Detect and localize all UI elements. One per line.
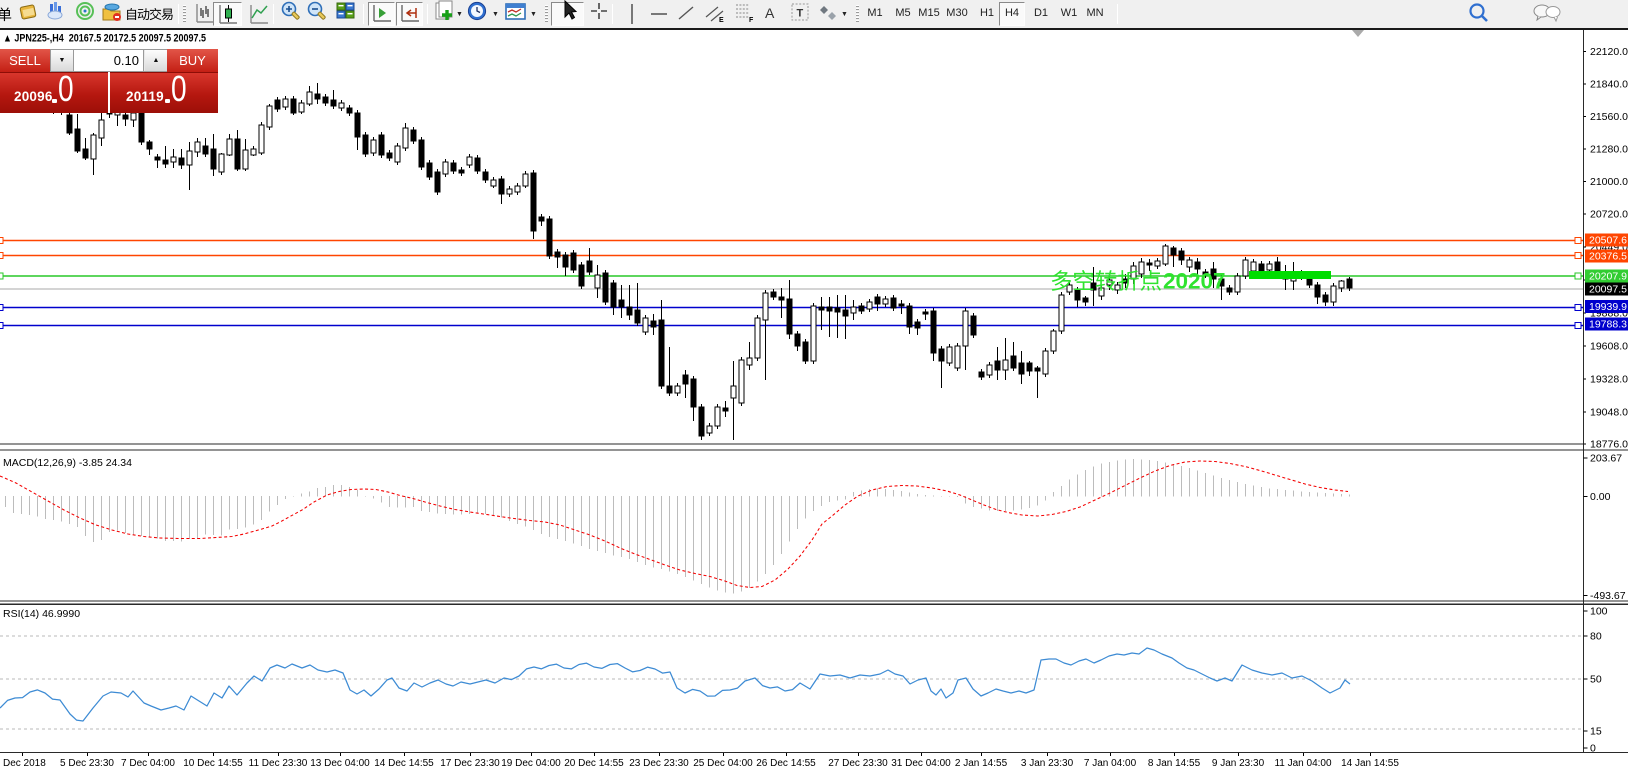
svg-text:Dec 2018: Dec 2018: [3, 758, 46, 769]
svg-text:13 Dec 04:00: 13 Dec 04:00: [310, 758, 370, 769]
svg-text:18776.0: 18776.0: [1590, 439, 1628, 451]
svg-text:14 Dec 14:55: 14 Dec 14:55: [374, 758, 434, 769]
svg-text:19048.0: 19048.0: [1590, 407, 1628, 419]
svg-text:21560.0: 21560.0: [1590, 111, 1628, 123]
svg-text:80: 80: [1590, 631, 1602, 643]
svg-text:31 Dec 04:00: 31 Dec 04:00: [891, 758, 951, 769]
svg-text:50: 50: [1590, 674, 1602, 686]
svg-text:-493.67: -493.67: [1590, 590, 1626, 602]
svg-text:9 Jan 23:30: 9 Jan 23:30: [1212, 758, 1265, 769]
svg-text:19 Dec 04:00: 19 Dec 04:00: [501, 758, 561, 769]
svg-text:▲ JPN225-,H4 20167.5 20172.5: ▲ JPN225-,H4 20167.5 20172.5 20097.5 200…: [3, 33, 206, 45]
svg-text:8 Jan 14:55: 8 Jan 14:55: [1148, 758, 1201, 769]
svg-text:T: T: [797, 8, 804, 20]
svg-text:7 Dec 04:00: 7 Dec 04:00: [121, 758, 175, 769]
svg-text:15: 15: [1590, 726, 1602, 738]
svg-text:19328.0: 19328.0: [1590, 374, 1628, 386]
svg-text:RSI(14) 46.9990: RSI(14) 46.9990: [3, 608, 80, 620]
svg-text:0: 0: [1590, 743, 1596, 755]
svg-text:21000.0: 21000.0: [1590, 176, 1628, 188]
svg-text:23 Dec 23:30: 23 Dec 23:30: [629, 758, 689, 769]
svg-text:20507.6: 20507.6: [1589, 235, 1627, 247]
svg-text:203.67: 203.67: [1590, 453, 1622, 465]
svg-text:26 Dec 14:55: 26 Dec 14:55: [756, 758, 816, 769]
svg-text:19788.3: 19788.3: [1589, 319, 1627, 331]
svg-text:20207: 20207: [1163, 269, 1226, 294]
svg-text:E: E: [719, 17, 724, 24]
svg-text:F: F: [749, 17, 754, 24]
svg-text:21280.0: 21280.0: [1590, 144, 1628, 156]
svg-text:11 Jan 04:00: 11 Jan 04:00: [1274, 758, 1332, 769]
svg-text:0.00: 0.00: [1590, 491, 1611, 503]
svg-text:19608.0: 19608.0: [1590, 341, 1628, 353]
svg-text:11 Dec 23:30: 11 Dec 23:30: [249, 758, 308, 769]
svg-text:25 Dec 04:00: 25 Dec 04:00: [693, 758, 753, 769]
svg-text:3 Jan 23:30: 3 Jan 23:30: [1021, 758, 1074, 769]
svg-text:20 Dec 14:55: 20 Dec 14:55: [564, 758, 624, 769]
svg-text:19939.9: 19939.9: [1589, 301, 1627, 313]
svg-text:10 Dec 14:55: 10 Dec 14:55: [183, 758, 243, 769]
svg-text:20097.5: 20097.5: [1589, 284, 1627, 296]
svg-text:17 Dec 23:30: 17 Dec 23:30: [440, 758, 500, 769]
svg-text:20376.5: 20376.5: [1589, 251, 1627, 263]
svg-text:5 Dec 23:30: 5 Dec 23:30: [60, 758, 114, 769]
svg-text:14 Jan 14:55: 14 Jan 14:55: [1341, 758, 1399, 769]
svg-text:27 Dec 23:30: 27 Dec 23:30: [828, 758, 888, 769]
svg-text:MACD(12,26,9) -3.85 24.34: MACD(12,26,9) -3.85 24.34: [3, 457, 132, 469]
svg-text:7 Jan 04:00: 7 Jan 04:00: [1084, 758, 1137, 769]
svg-text:20720.0: 20720.0: [1590, 209, 1628, 221]
svg-text:100: 100: [1590, 606, 1608, 618]
svg-text:21840.0: 21840.0: [1590, 79, 1628, 91]
svg-text:2 Jan 14:55: 2 Jan 14:55: [955, 758, 1008, 769]
svg-text:20207.9: 20207.9: [1589, 271, 1627, 283]
svg-text:22120.0: 22120.0: [1590, 46, 1628, 58]
